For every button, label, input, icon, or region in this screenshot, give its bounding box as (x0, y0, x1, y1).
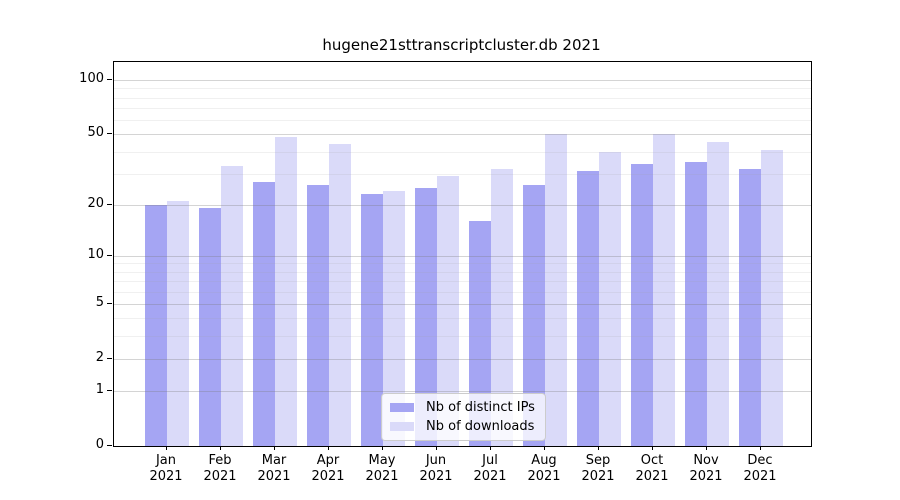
gridline-minor-7 (114, 281, 811, 283)
x-tick-mark (274, 446, 275, 450)
legend: Nb of distinct IPs Nb of downloads (381, 393, 546, 441)
x-tick-mark (328, 446, 329, 450)
bar-downloads-apr (329, 144, 351, 446)
y-tick-mark (107, 445, 112, 446)
bar-distinct-ips-nov (685, 161, 707, 446)
y-tick-mark (107, 203, 112, 205)
y-tick-label-1: 1 (95, 382, 104, 398)
gridline-minor-30 (114, 173, 811, 175)
bar-distinct-ips-may (361, 194, 383, 446)
y-tick-mark (107, 79, 112, 80)
bar-downloads-jul (491, 168, 513, 446)
x-tick-mark (544, 446, 545, 450)
x-tick-label-may: May 2021 (365, 453, 399, 484)
bar-distinct-ips-aug (523, 184, 545, 446)
x-tick-mark (760, 446, 761, 450)
bar-downloads-dec (761, 149, 783, 446)
bar-distinct-ips-jul (469, 221, 491, 446)
gridline-minor-90 (114, 88, 811, 90)
plot-area: Nb of distinct IPs Nb of downloads (113, 61, 812, 447)
gridline-major-50 (114, 134, 811, 136)
x-tick-mark (166, 446, 167, 450)
x-tick-mark (382, 446, 383, 450)
gridline-major-1 (114, 391, 811, 392)
x-tick-label-nov: Nov 2021 (689, 453, 723, 484)
gridline-minor-3 (114, 336, 811, 338)
gridline-minor-60 (114, 120, 811, 121)
x-tick-mark (490, 446, 491, 450)
x-tick-label-jan: Jan 2021 (149, 453, 183, 484)
gridline-major-20 (114, 204, 811, 206)
bar-distinct-ips-sep (577, 171, 599, 446)
bar-distinct-ips-jun (415, 187, 437, 446)
y-tick-mark (107, 302, 112, 304)
bar-downloads-feb (221, 166, 243, 446)
bar-downloads-aug (545, 134, 567, 446)
gridline-minor-9 (114, 263, 811, 265)
gridline-major-2 (114, 358, 811, 360)
y-tick-mark (107, 133, 112, 135)
x-tick-label-jul: Jul 2021 (473, 453, 507, 484)
bar-distinct-ips-jan (145, 204, 167, 446)
bar-downloads-jan (167, 200, 189, 446)
y-tick-mark (107, 390, 112, 391)
bar-downloads-may (383, 190, 405, 446)
y-tick-label-100: 100 (79, 71, 104, 86)
y-tick-label-5: 5 (95, 294, 104, 310)
x-tick-mark (652, 446, 653, 450)
legend-label-distinct-ips: Nb of distinct IPs (426, 400, 535, 415)
y-tick-label-0: 0 (95, 437, 104, 452)
x-tick-label-mar: Mar 2021 (257, 453, 291, 484)
x-tick-mark (220, 446, 221, 450)
bar-downloads-mar (275, 137, 297, 446)
gridline-minor-4 (114, 318, 811, 320)
bar-distinct-ips-oct (631, 164, 653, 446)
gridline-minor-80 (114, 97, 811, 99)
x-tick-label-jun: Jun 2021 (419, 453, 453, 484)
x-tick-label-sep: Sep 2021 (581, 453, 615, 484)
legend-swatch-downloads (390, 422, 414, 431)
gridline-minor-40 (114, 151, 811, 153)
y-tick-mark (107, 357, 112, 359)
bar-distinct-ips-mar (253, 181, 275, 446)
gridline-major-100 (114, 80, 811, 81)
x-tick-mark (436, 446, 437, 450)
x-tick-label-feb: Feb 2021 (203, 453, 237, 484)
legend-label-downloads: Nb of downloads (426, 419, 535, 434)
x-tick-label-oct: Oct 2021 (635, 453, 669, 484)
bar-downloads-oct (653, 134, 675, 446)
gridline-minor-8 (114, 271, 811, 273)
bar-downloads-sep (599, 151, 621, 446)
x-tick-mark (706, 446, 707, 450)
legend-item-downloads: Nb of downloads (390, 419, 535, 434)
gridline-minor-6 (114, 291, 811, 293)
x-tick-label-dec: Dec 2021 (743, 453, 777, 484)
y-tick-label-10: 10 (87, 246, 104, 262)
y-tick-label-20: 20 (87, 195, 104, 211)
gridline-major-5 (114, 303, 811, 305)
x-tick-mark (598, 446, 599, 450)
x-tick-label-apr: Apr 2021 (311, 453, 345, 484)
bar-downloads-jun (437, 176, 459, 446)
y-tick-label-50: 50 (87, 125, 104, 141)
y-tick-label-2: 2 (95, 349, 104, 365)
bar-downloads-nov (707, 142, 729, 446)
legend-item-distinct-ips: Nb of distinct IPs (390, 400, 535, 415)
bar-distinct-ips-dec (739, 168, 761, 446)
chart-title: hugene21sttranscriptcluster.db 2021 (322, 36, 601, 54)
bar-distinct-ips-feb (199, 208, 221, 446)
gridline-minor-70 (114, 108, 811, 109)
bar-distinct-ips-apr (307, 184, 329, 446)
legend-swatch-distinct-ips (390, 403, 414, 412)
x-tick-label-aug: Aug 2021 (527, 453, 561, 484)
y-tick-mark (107, 254, 112, 256)
gridline-major-10 (114, 255, 811, 257)
